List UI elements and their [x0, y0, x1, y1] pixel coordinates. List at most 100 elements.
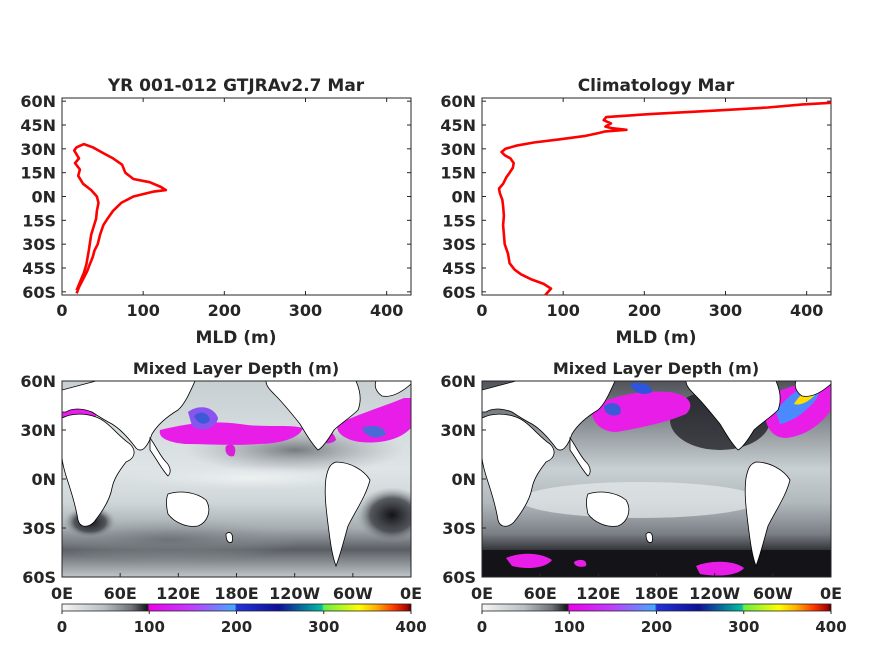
map-field [62, 381, 411, 577]
map-x-tick-label: 0E [471, 584, 493, 603]
map-x-tick-label: 0E [51, 584, 73, 603]
colorbar-tick-label: 400 [815, 618, 846, 636]
north-america-land [265, 381, 361, 451]
map-x-tick-label: 120E [156, 584, 200, 603]
south-america-land [324, 461, 371, 568]
colorbar-tick-label: 300 [728, 618, 759, 636]
map-title: Mixed Layer Depth (m) [553, 359, 759, 378]
y-tick-label: 15S [22, 211, 56, 230]
kuroshio-deep-mld [159, 422, 303, 445]
subtropical-patch [225, 444, 236, 457]
x-tick-label: 200 [208, 301, 241, 320]
north-america-land [685, 381, 781, 451]
southern-deep-b [574, 559, 587, 567]
map-x-tick-label: 180E [634, 584, 678, 603]
greenland-land [794, 381, 831, 397]
x-tick-label: 100 [546, 301, 579, 320]
equatorial-light-band [130, 466, 370, 490]
x-tick-label: 100 [126, 301, 159, 320]
kuroshio-core [604, 403, 621, 416]
map-y-tick-label: 30S [22, 519, 56, 538]
southeast-pacific-deep [356, 487, 411, 543]
chart-title: YR 001-012 GTJRAv2.7 Mar [107, 76, 365, 96]
mld-map-model: Mixed Layer Depth (m) [20, 359, 427, 636]
y-tick-label: 45S [442, 259, 476, 278]
y-tick-label: 60N [20, 92, 56, 111]
map-y-tick-label: 60S [442, 568, 476, 587]
map-title: Mixed Layer Depth (m) [133, 359, 339, 378]
colorbar-tick-label: 100 [134, 618, 165, 636]
x-tick-label: 300 [709, 301, 742, 320]
x-axis-ticks: 0 100 200 300 400 [476, 98, 823, 320]
southern-deep-c [696, 561, 744, 576]
x-axis-label: MLD (m) [615, 328, 696, 348]
mld-profile-model: YR 001-012 GTJRAv2.7 Mar 0 100 200 300 400 6… [20, 76, 412, 348]
colorbar-tick-label: 200 [641, 618, 672, 636]
map-field [482, 381, 831, 577]
x-tick-label: 0 [56, 301, 67, 320]
x-tick-label: 400 [370, 301, 403, 320]
chart-title: Climatology Mar [578, 76, 735, 96]
australia-land [586, 491, 630, 527]
map-x-ticks: 0E 60E 120E 180E 120W 60W 0E [51, 573, 422, 603]
y-tick-label: 60N [440, 92, 476, 111]
x-tick-label: 300 [289, 301, 322, 320]
y-tick-label: 30N [20, 140, 56, 159]
map-x-tick-label: 60W [753, 584, 793, 603]
y-tick-label: 45N [20, 116, 56, 135]
y-tick-label: 15S [442, 211, 476, 230]
x-axis-label: MLD (m) [195, 328, 276, 348]
colorbar-tick-label: 400 [395, 618, 426, 636]
y-tick-label: 0N [31, 188, 56, 207]
kuroshio-deep-mld [591, 391, 691, 432]
south-subtropic-light [520, 482, 760, 518]
colorbar-tick-label: 0 [57, 618, 67, 636]
x-tick-label: 400 [790, 301, 823, 320]
map-y-tick-label: 0N [451, 470, 476, 489]
map-x-tick-label: 60E [104, 584, 137, 603]
colorbar-tick-label: 0 [477, 618, 487, 636]
colorbar [61, 603, 412, 612]
y-tick-label: 30S [442, 235, 476, 254]
southeast-asia-land [149, 436, 171, 477]
eurasia-land [62, 381, 196, 451]
africa-land [482, 413, 555, 527]
southern-deep-a [506, 553, 552, 568]
australia-land [166, 491, 210, 527]
map-x-tick-label: 60E [524, 584, 557, 603]
new-zealand-land [225, 532, 233, 543]
y-tick-label: 60S [22, 283, 56, 302]
y-axis-ticks: 60N 45N 30N 15N 0N 15S 30S 45S 60S [20, 92, 411, 302]
colorbar-tick-label: 100 [554, 618, 585, 636]
y-tick-label: 15N [440, 164, 476, 183]
y-tick-label: 45S [22, 259, 56, 278]
map-y-ticks: 60N 30N 0N 30S 60S [440, 372, 486, 587]
colorbar-ticks: 0 100 200 300 400 [477, 611, 847, 636]
colorbar [481, 603, 832, 612]
colorbar-ticks: 0 100 200 300 400 [57, 611, 427, 636]
plot-frame [61, 97, 412, 296]
greenland-land [374, 381, 411, 397]
mld-line [497, 101, 832, 296]
map-y-tick-label: 30S [442, 519, 476, 538]
map-y-tick-label: 60N [440, 372, 476, 391]
japan-sea-core [194, 412, 210, 424]
map-x-tick-label: 120W [689, 584, 740, 603]
y-tick-label: 45N [440, 116, 476, 135]
x-axis-ticks: 0 100 200 300 400 [56, 98, 403, 320]
y-tick-label: 0N [451, 188, 476, 207]
map-y-tick-label: 60S [22, 568, 56, 587]
mld-line [72, 142, 168, 294]
gulf-stream-core [362, 426, 386, 438]
map-x-tick-label: 60W [333, 584, 373, 603]
map-x-tick-label: 120E [576, 584, 620, 603]
map-y-tick-label: 30N [440, 421, 476, 440]
okhotsk-core [630, 382, 652, 394]
x-tick-label: 200 [628, 301, 661, 320]
map-y-ticks: 60N 30N 0N 30S 60S [20, 372, 66, 587]
new-zealand-land [645, 532, 653, 543]
map-x-ticks: 0E 60E 120E 180E 120W 60W 0E [471, 573, 842, 603]
colorbar-tick-label: 200 [221, 618, 252, 636]
gulf-stream-deep-mld [337, 398, 411, 443]
